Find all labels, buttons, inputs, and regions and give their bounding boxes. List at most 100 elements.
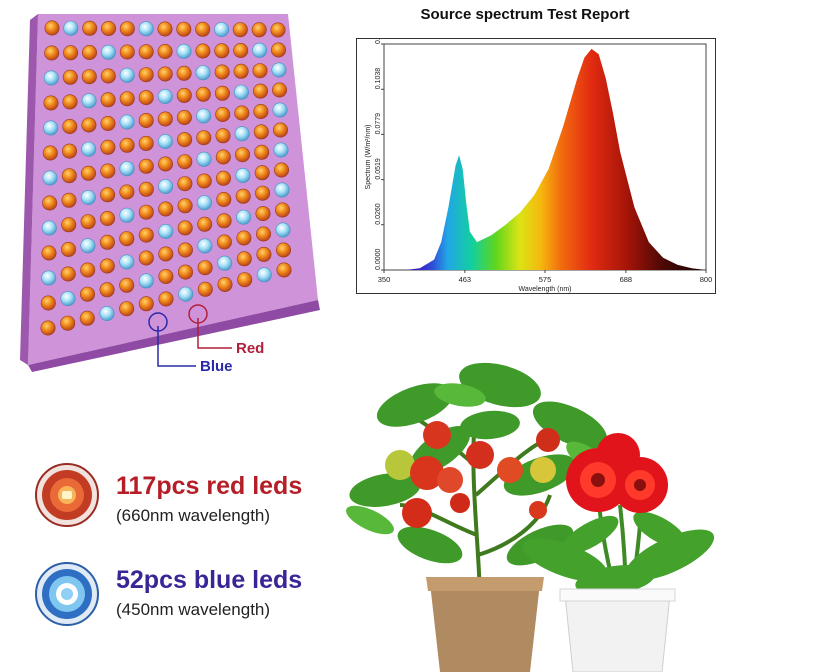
x-tick-label: 800 [700, 275, 713, 284]
blue-led [196, 195, 212, 211]
red-led [138, 67, 154, 83]
red-callout-line [197, 318, 232, 349]
red-led [62, 69, 78, 85]
red-led [157, 66, 173, 82]
blue-led [157, 89, 173, 105]
red-led [252, 63, 268, 79]
blue-led [233, 84, 249, 100]
blue-led [274, 182, 290, 198]
blue-led [271, 62, 287, 78]
red-led [138, 90, 154, 106]
blue-led [176, 43, 192, 59]
red-led [235, 147, 251, 163]
red-led [216, 192, 232, 208]
red-led [100, 139, 116, 155]
red-led [138, 44, 154, 60]
red-led [101, 20, 117, 36]
red-led [274, 202, 290, 218]
y-axis-label: Spectrum (W/m²/nm) [365, 125, 372, 190]
red-led [177, 154, 193, 170]
blue-led [80, 190, 96, 206]
spectrum-chart: 350 463 575 688 800 0.0000 0.0260 0.0519 0.0779 0… [356, 38, 716, 294]
red-led [272, 122, 288, 138]
red-led [176, 87, 192, 103]
red-led [233, 63, 249, 79]
red-led [256, 246, 272, 262]
blue-led [43, 70, 59, 86]
red-led [61, 192, 77, 208]
blue-led [273, 142, 289, 158]
red-led [216, 170, 232, 186]
spectrum-series-area [405, 48, 706, 271]
red-led [138, 135, 154, 151]
panel-edge [28, 300, 320, 372]
blue-led [272, 102, 288, 118]
red-led [138, 204, 154, 220]
red-led [270, 22, 286, 38]
blue-callout-ring [148, 312, 168, 332]
red-led [177, 176, 193, 192]
red-led [42, 195, 58, 211]
red-led [61, 168, 77, 184]
tomato-plant-icon [346, 362, 614, 672]
blue-led [43, 120, 59, 136]
red-led [138, 227, 154, 243]
red-led [119, 301, 135, 317]
red-led [214, 43, 230, 59]
red-led [158, 268, 174, 284]
red-led [254, 165, 270, 181]
red-led [40, 320, 56, 336]
red-led [100, 211, 116, 227]
led-grid [40, 20, 292, 336]
red-led [255, 226, 271, 242]
red-led [81, 117, 97, 133]
red-led [255, 185, 271, 201]
blue-led [196, 108, 212, 124]
blue-led [214, 21, 230, 37]
blue-led [119, 67, 135, 83]
blue-led-icon [35, 562, 99, 626]
blue-led [80, 238, 96, 254]
red-led [177, 132, 193, 148]
red-led [100, 68, 116, 84]
red-led [276, 262, 292, 278]
y-tick-label: 0.0260 [375, 203, 382, 225]
panel-side [20, 14, 38, 365]
blue-led [158, 224, 174, 240]
blue-led [197, 238, 213, 254]
red-led [196, 173, 212, 189]
red-led [138, 158, 154, 174]
callout-blue-label: Blue [200, 358, 233, 375]
red-led [63, 45, 79, 61]
blue-led [178, 286, 194, 302]
red-leds-title: 117pcs red leds [116, 472, 303, 500]
blue-led [81, 93, 97, 109]
red-led [119, 137, 135, 153]
red-led [40, 295, 56, 311]
red-led [158, 156, 174, 172]
red-led [138, 113, 154, 129]
blue-leds-title: 52pcs blue leds [116, 566, 303, 594]
blue-led [119, 207, 135, 223]
red-led [62, 94, 78, 110]
red-led [99, 234, 115, 250]
x-tick-label: 463 [459, 275, 472, 284]
blue-led [256, 267, 272, 283]
red-led [176, 65, 192, 81]
y-tick-label: 0.0000 [375, 248, 382, 270]
blue-led [157, 134, 173, 150]
red-led [177, 198, 193, 214]
red-led [79, 310, 95, 326]
red-led [216, 213, 232, 229]
y-tick-label: 0.1298 [375, 38, 382, 44]
spectrum-plot-area: 350 463 575 688 800 0.0000 0.0260 0.0519 0.0779 0… [365, 38, 712, 293]
red-led [138, 181, 154, 197]
blue-led [63, 20, 79, 36]
blue-led [196, 151, 212, 167]
red-led [271, 82, 287, 98]
red-led [80, 214, 96, 230]
red-led [119, 44, 135, 60]
blue-led [236, 209, 252, 225]
red-led [44, 45, 60, 61]
red-led [216, 234, 232, 250]
